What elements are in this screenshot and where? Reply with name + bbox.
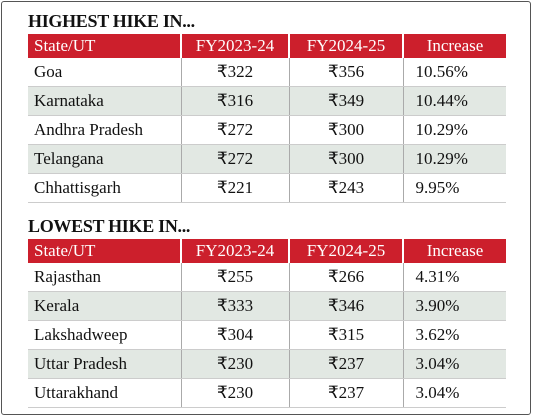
cell: ₹300 [288, 115, 403, 145]
section-title: HIGHEST HIKE IN... [28, 11, 195, 31]
cell: Uttar Pradesh [28, 349, 181, 379]
cell: Telangana [28, 144, 181, 174]
row: Lakshadweep ₹304 ₹315 3.62% [28, 320, 506, 350]
cell: Uttarakhand [28, 378, 181, 408]
row: Uttar Pradesh ₹230 ₹237 3.04% [28, 349, 506, 379]
header-row: State/UT FY2023-24 FY2024-25 Increase [28, 34, 506, 58]
header-cell: FY2024-25 [288, 34, 403, 58]
cell: ₹221 [180, 173, 289, 203]
cell: ₹300 [288, 144, 403, 174]
cell: 9.95% [402, 173, 506, 203]
cell: 3.04% [402, 349, 506, 379]
cell: Kerala [28, 291, 181, 321]
cell: ₹322 [180, 58, 289, 87]
table: State/UT FY2023-24 FY2024-25 Increase Goa ₹32… [28, 34, 506, 203]
header-cell: FY2023-24 [180, 239, 289, 263]
row: Chhattisgarh ₹221 ₹243 9.95% [28, 173, 506, 203]
cell: ₹333 [180, 291, 289, 321]
cell: 10.44% [402, 86, 506, 116]
cell: Rajasthan [28, 263, 181, 292]
cell: ₹255 [180, 263, 289, 292]
cell: ₹272 [180, 115, 289, 145]
row: Karnataka ₹316 ₹349 10.44% [28, 86, 506, 116]
cell: 10.29% [402, 144, 506, 174]
cell: 3.04% [402, 378, 506, 408]
cell: ₹237 [288, 378, 403, 408]
cell: 4.31% [402, 263, 506, 292]
cell: ₹272 [180, 144, 289, 174]
cell: Goa [28, 58, 181, 87]
cell: Chhattisgarh [28, 173, 181, 203]
header-cell: FY2024-25 [288, 239, 403, 263]
cell: 10.29% [402, 115, 506, 145]
row: Kerala ₹333 ₹346 3.90% [28, 291, 506, 321]
section-title: LOWEST HIKE IN... [28, 216, 191, 236]
section: LOWEST HIKE IN... State/UT FY2023-24 FY2024… [28, 213, 506, 408]
cell: 10.56% [402, 58, 506, 87]
cell: ₹230 [180, 349, 289, 379]
table: State/UT FY2023-24 FY2024-25 Increase Rajast… [28, 239, 506, 408]
cell: Karnataka [28, 86, 181, 116]
cell: ₹243 [288, 173, 403, 203]
cell: ₹316 [180, 86, 289, 116]
header-cell: Increase [402, 239, 506, 263]
header-cell: State/UT [28, 239, 181, 263]
cell: 3.62% [402, 320, 506, 350]
header-cell: Increase [402, 34, 506, 58]
cell: ₹230 [180, 378, 289, 408]
row: Telangana ₹272 ₹300 10.29% [28, 144, 506, 174]
row: Uttarakhand ₹230 ₹237 3.04% [28, 378, 506, 408]
row: Rajasthan ₹255 ₹266 4.31% [28, 263, 506, 292]
header-cell: State/UT [28, 34, 181, 58]
row: Goa ₹322 ₹356 10.56% [28, 58, 506, 87]
cell: ₹356 [288, 58, 403, 87]
cell: Lakshadweep [28, 320, 181, 350]
header-cell: FY2023-24 [180, 34, 289, 58]
cell: ₹237 [288, 349, 403, 379]
cell: ₹304 [180, 320, 289, 350]
cell: Andhra Pradesh [28, 115, 181, 145]
section: HIGHEST HIKE IN... State/UT FY2023-24 FY202… [28, 8, 506, 203]
cell: ₹346 [288, 291, 403, 321]
cell: ₹315 [288, 320, 403, 350]
cell: ₹349 [288, 86, 403, 116]
header-row: State/UT FY2023-24 FY2024-25 Increase [28, 239, 506, 263]
cell: 3.90% [402, 291, 506, 321]
cell: ₹266 [288, 263, 403, 292]
row: Andhra Pradesh ₹272 ₹300 10.29% [28, 115, 506, 145]
